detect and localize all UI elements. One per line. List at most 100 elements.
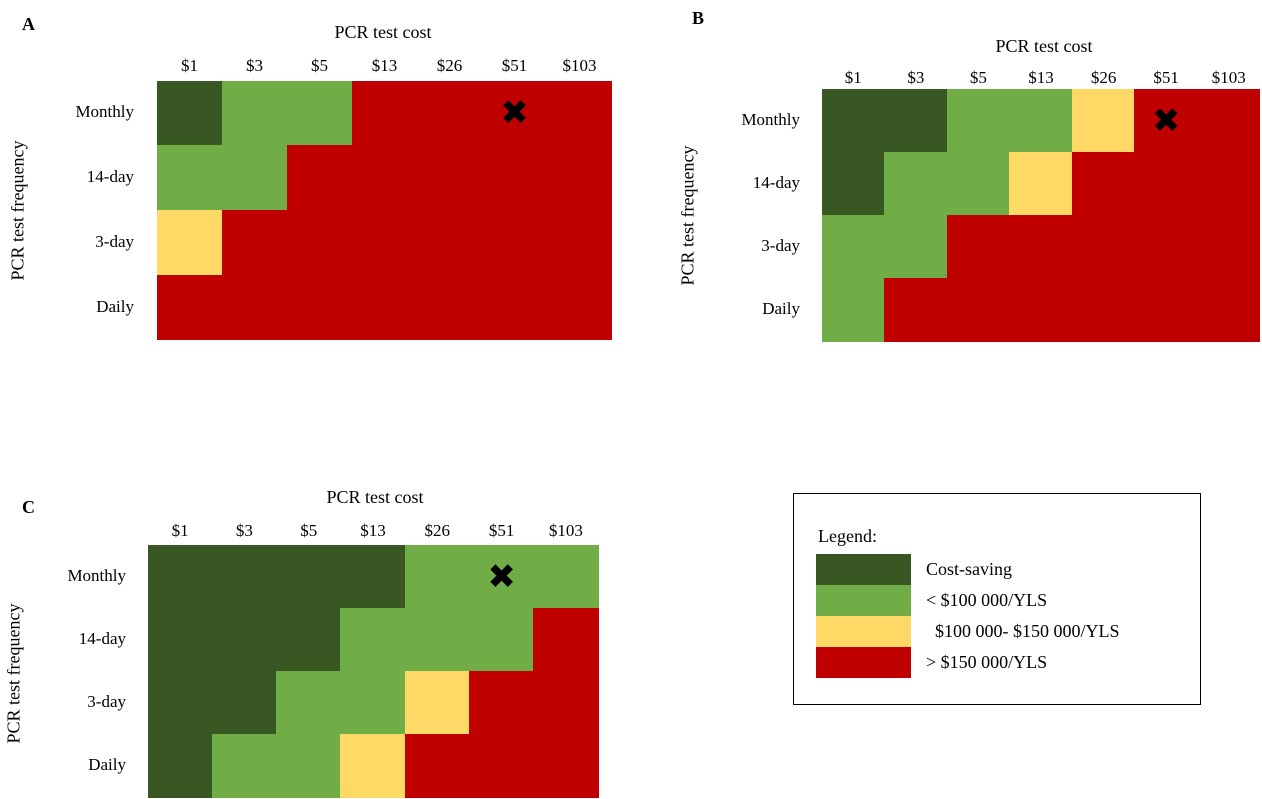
y-tick-label: Monthly [75, 102, 134, 122]
heatmap-cell [287, 81, 352, 146]
heatmap-cell [222, 210, 287, 276]
heatmap-cell [157, 210, 222, 276]
heatmap-cell [482, 81, 547, 146]
y-tick-label: Monthly [741, 109, 800, 129]
heatmap-cell [1134, 152, 1198, 216]
legend-item-lt100: < $100 000/YLS [816, 585, 1186, 616]
heatmap-grid [822, 89, 1260, 342]
heatmap-cell [469, 608, 534, 672]
heatmap-cell [148, 608, 213, 672]
heatmap-cell [1134, 89, 1198, 153]
heatmap-cell [1009, 215, 1073, 279]
legend-item-gt150: > $150 000/YLS [816, 647, 1186, 678]
heatmap-cell [947, 152, 1010, 216]
x-tick-label: $103 [548, 521, 583, 540]
heatmap-cell [276, 545, 341, 609]
heatmap-cell [417, 145, 482, 211]
legend: Legend: Cost-saving < $100 000/YLS $100 … [793, 493, 1201, 705]
heatmap-cell [1009, 278, 1073, 342]
heatmap-cell [340, 608, 406, 672]
heatmap-cell [533, 545, 599, 609]
heatmap-cell [222, 145, 287, 211]
heatmap-cell [1197, 89, 1260, 153]
heatmap-cell [157, 81, 222, 146]
heatmap-cell [482, 275, 547, 340]
heatmap-cell [1197, 215, 1260, 279]
x-tick-label: $1 [171, 521, 189, 540]
x-tick-label: $1 [844, 68, 862, 87]
heatmap-cell [212, 671, 277, 735]
x-tick-label: $1 [181, 56, 198, 75]
panel-letter: A [22, 14, 35, 34]
heatmap-cell [469, 734, 534, 798]
heatmap-cell [157, 275, 222, 340]
legend-label: < $100 000/YLS [926, 590, 1048, 610]
heatmap-cell [276, 671, 341, 735]
heatmap-cell [547, 145, 612, 211]
y-axis-title: PCR test frequency [3, 603, 24, 744]
y-tick-label: 14-day [78, 628, 126, 648]
y-tick-label: Daily [762, 299, 800, 319]
legend-label: Cost-saving [926, 559, 1013, 579]
heatmap-cell [469, 671, 534, 735]
x-tick-label: $5 [300, 521, 318, 540]
y-tick-label: 14-day [752, 172, 800, 192]
x-marker-icon: ✖ [487, 556, 516, 597]
x-tick-label: $3 [907, 68, 925, 87]
heatmap-cell [212, 608, 277, 672]
heatmap-cell [1009, 152, 1073, 216]
heatmap-cell [947, 89, 1010, 153]
x-tick-label: $103 [562, 56, 597, 75]
heatmap-cell [405, 545, 470, 609]
y-tick-label: 14-day [86, 167, 134, 187]
x-tick-label: $3 [235, 521, 253, 540]
heatmap-cell [547, 210, 612, 276]
x-tick-label: $3 [246, 56, 263, 75]
heatmap-cell [276, 608, 341, 672]
heatmap-cell [822, 89, 885, 153]
heatmap-cell [148, 671, 213, 735]
x-tick-label: $26 [1090, 68, 1117, 87]
heatmap-cell [340, 734, 406, 798]
heatmap-cell [157, 145, 222, 211]
heatmap-cell [1197, 152, 1260, 216]
heatmap-cell [822, 278, 885, 342]
heatmap-cell [533, 608, 599, 672]
heatmap-cell [405, 734, 470, 798]
heatmap-cell [417, 275, 482, 340]
heatmap-cell [884, 152, 948, 216]
x-tick-label: $51 [501, 56, 528, 75]
heatmap-cell [1072, 278, 1135, 342]
y-tick-label: 3-day [761, 236, 800, 256]
x-tick-label: $51 [1153, 68, 1179, 87]
heatmap-cell [222, 81, 287, 146]
x-tick-label: $26 [424, 521, 451, 540]
heatmap-cell [352, 145, 417, 211]
legend-swatch [816, 647, 911, 678]
heatmap-cell [547, 81, 612, 146]
x-tick-label: $13 [360, 521, 386, 540]
x-tick-label: $26 [436, 56, 463, 75]
heatmap-cell [352, 210, 417, 276]
heatmap-cell [822, 152, 885, 216]
heatmap-cell [222, 275, 287, 340]
heatmap-cell [1197, 278, 1260, 342]
heatmap-cell [1134, 215, 1198, 279]
heatmap-cell [1009, 89, 1073, 153]
legend-swatch [816, 585, 911, 616]
heatmap-cell [469, 545, 534, 609]
heatmap-cell [1072, 152, 1135, 216]
heatmap-cell [947, 215, 1010, 279]
heatmap-cell [352, 81, 417, 146]
x-axis-title: PCR test cost [326, 487, 424, 507]
heatmap-cell [352, 275, 417, 340]
heatmap-cell [1134, 278, 1198, 342]
heatmap-cell [405, 671, 470, 735]
heatmap-cell [212, 734, 277, 798]
legend-label: $100 000- $150 000/YLS [926, 621, 1120, 641]
heatmap-cell [533, 671, 599, 735]
y-tick-label: 3-day [87, 692, 126, 712]
heatmap-cell [148, 545, 213, 609]
heatmap-cell [884, 89, 948, 153]
legend-label: > $150 000/YLS [926, 652, 1048, 672]
